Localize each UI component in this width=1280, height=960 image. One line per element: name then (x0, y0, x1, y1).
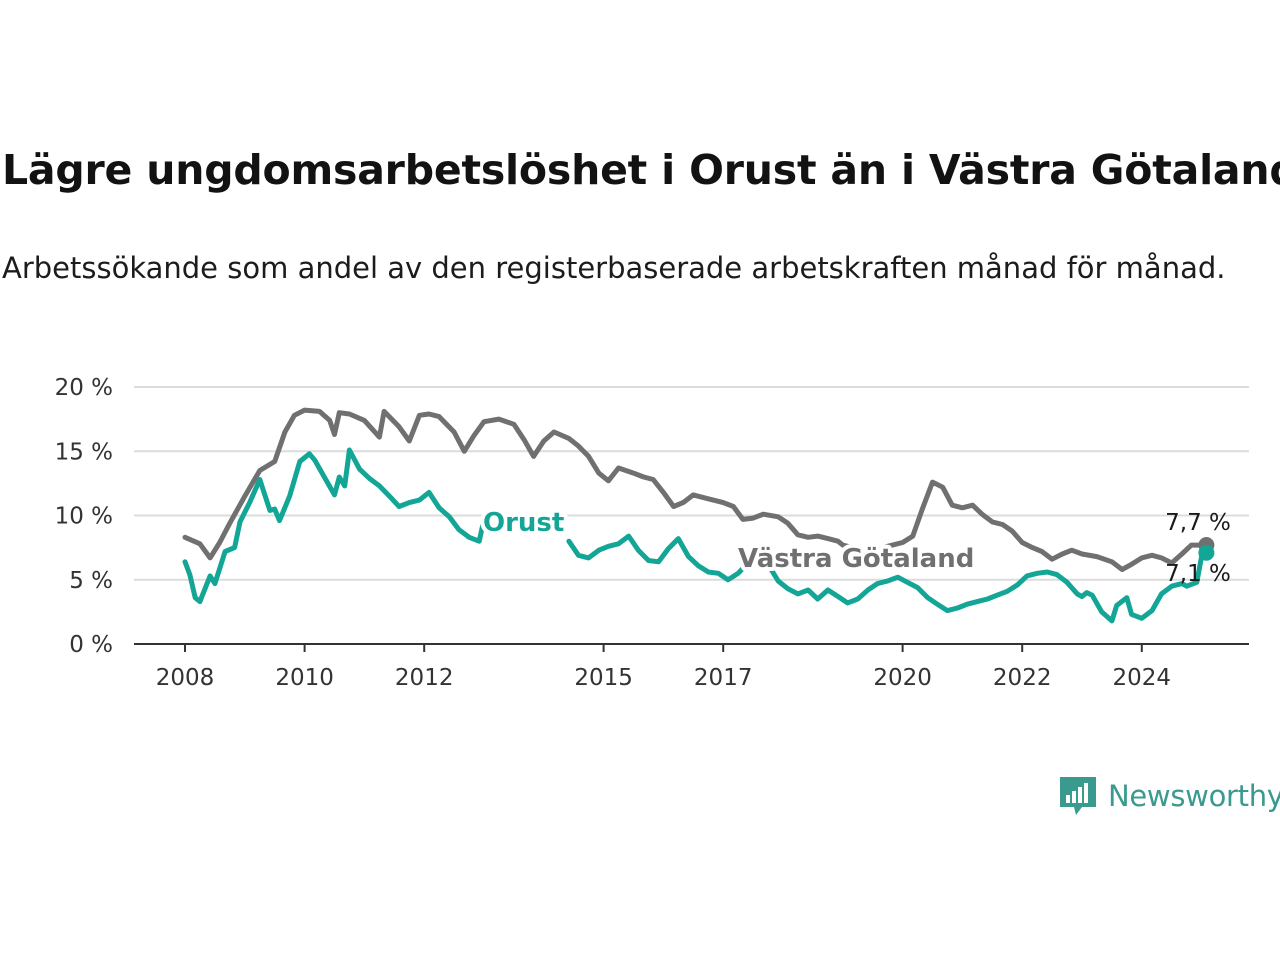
end-label-orust: 7,1 % (1165, 561, 1231, 587)
newsworthy-logo-text: Newsworthy (1108, 779, 1280, 813)
y-tick-label: 15 % (55, 439, 113, 465)
x-tick-label: 2017 (694, 665, 753, 691)
y-tick-label: 10 % (55, 504, 113, 530)
series-label-vastra-gotaland: Västra Götaland (738, 544, 974, 574)
x-tick-label: 2015 (574, 665, 633, 691)
y-tick-label: 0 % (69, 632, 113, 658)
y-tick-label: 20 % (55, 375, 113, 401)
series-line-orust (566, 533, 1209, 624)
newsworthy-logo-icon (1060, 777, 1096, 815)
x-tick-label: 2020 (873, 665, 932, 691)
x-tick-label: 2024 (1113, 665, 1172, 691)
x-tick-label: 2010 (275, 665, 334, 691)
series-line-v-stra-g-taland (182, 407, 1209, 572)
chart-title: Lägre ungdomsarbetslöshet i Orust än i V… (2, 146, 1280, 194)
end-marker-orust (1198, 544, 1215, 561)
newsworthy-logo: Newsworthy (1058, 772, 1280, 820)
x-tick-label: 2012 (395, 665, 454, 691)
chart-subtitle: Arbetssökande som andel av den registerb… (2, 251, 1226, 285)
end-label-vastra-gotaland: 7,7 % (1165, 510, 1231, 536)
line-chart: 0 % 5 % 10 % 15 % 20 % 2008 2010 2012 2015 2017 20… (55, 375, 1249, 691)
series-line-orust (182, 447, 497, 605)
x-tick-label: 2022 (993, 665, 1052, 691)
y-tick-label: 5 % (69, 568, 113, 594)
series-label-orust: Orust (483, 508, 564, 538)
x-tick-label: 2008 (156, 665, 215, 691)
